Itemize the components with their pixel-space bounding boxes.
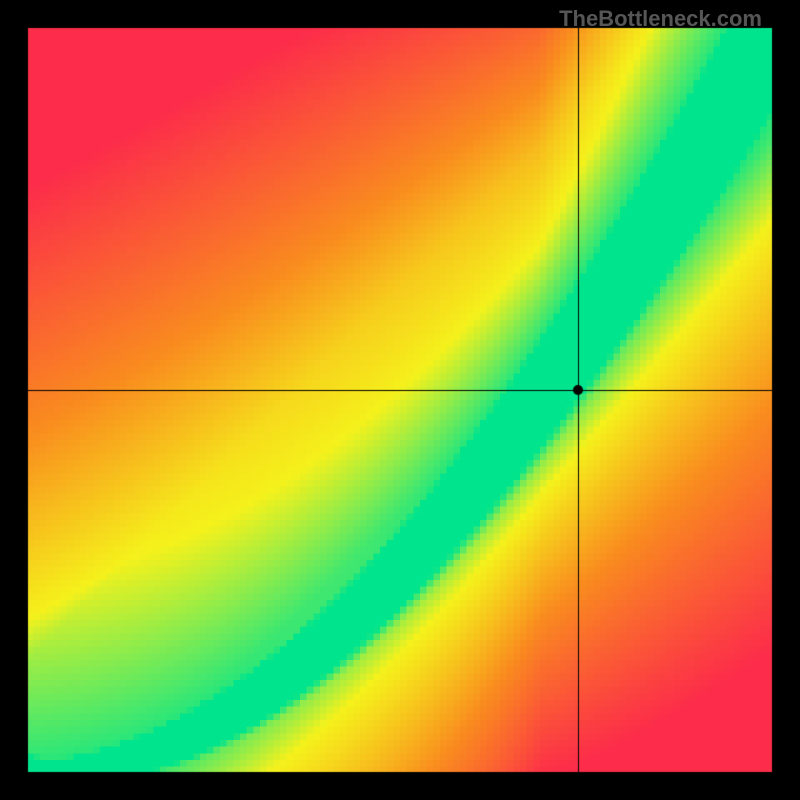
chart-container: TheBottleneck.com bbox=[0, 0, 800, 800]
bottleneck-heatmap bbox=[0, 0, 800, 800]
